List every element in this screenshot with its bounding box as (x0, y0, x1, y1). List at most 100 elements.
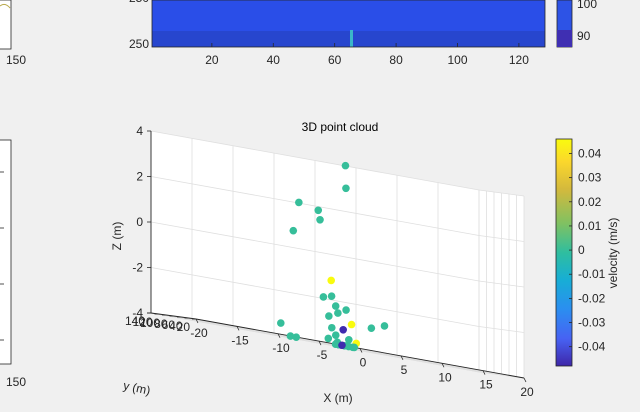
cbar-tick--0.01: -0.01 (578, 267, 606, 281)
x-tick--5: -5 (317, 348, 328, 362)
axes-grid (150, 130, 525, 379)
y-axis-label: y (m) (122, 378, 152, 397)
bottom-left-plot-area (0, 139, 12, 365)
scatter-point-11 (325, 312, 333, 320)
axes-tick-labels: -20-15-10-50510152020406080100120140-4-2… (125, 124, 534, 399)
scatter-point-19 (345, 336, 353, 344)
heatmap-cbar-tick-100: 100 (577, 0, 597, 11)
scatter-point-4 (341, 161, 350, 170)
x-tick-15: 15 (479, 378, 493, 392)
cbar-tick-0: 0 (578, 243, 585, 257)
z-tick-4: 4 (136, 124, 143, 138)
heatmap-xtick-40: 40 (267, 53, 281, 67)
heatmap-ytick-250: 250 (129, 37, 149, 51)
scatter-point-12 (342, 306, 350, 314)
z-tick--2: -2 (132, 261, 143, 275)
colorbar-label: velocity (m/s) (606, 218, 620, 289)
grid-z-side (478, 235, 525, 242)
grid-z-side (478, 326, 525, 333)
scatter-point-18 (277, 319, 285, 327)
x-tick--5-mark (318, 340, 322, 346)
heatmap-spike (350, 30, 353, 47)
grid-z-side (478, 280, 525, 288)
x-tick-0: 0 (360, 356, 367, 370)
scatter-point-0 (295, 198, 303, 207)
velocity-colorbar: 0.04 0.03 0.02 0.01 0 -0.01 -0.02 -0.03 -0.04 ve… (555, 138, 620, 367)
heatmap-xtick-60: 60 (328, 53, 342, 67)
y-tick-20: 20 (177, 320, 191, 334)
scatter-point-33 (338, 341, 346, 350)
scatter-point-29 (286, 332, 295, 340)
z-axis-label: Z (m) (110, 222, 124, 251)
cbar-tick-0.01: 0.01 (578, 219, 602, 233)
x-tick--20-mark (195, 318, 199, 324)
scatter-point-5 (342, 184, 350, 193)
grid-z-back (150, 130, 480, 191)
heatmap-ytick-clipped: 250 (129, 0, 149, 5)
x-tick--15-mark (236, 326, 240, 331)
x-tick-15-mark (482, 370, 486, 375)
x-tick--15: -15 (231, 333, 249, 347)
cbar-tick--0.04: -0.04 (578, 340, 606, 354)
cbar-tick-0.02: 0.02 (578, 195, 602, 209)
heatmap-xtick-100: 100 (447, 53, 467, 67)
heatmap-xtick-120: 120 (509, 53, 529, 67)
point-cloud-title: 3D point cloud (302, 120, 379, 134)
scatter-point-17 (327, 323, 336, 332)
x-tick-5: 5 (401, 363, 408, 377)
scatter-point-28 (344, 342, 353, 351)
heatmap-xticks: 20 40 60 80 100 120 (205, 43, 529, 67)
grid-z-side (478, 189, 525, 197)
y-tick-100: 100 (140, 316, 160, 330)
top-left-partial-axes: 150 (0, 0, 26, 67)
scatter-point-2 (289, 226, 298, 235)
scatter-point-3 (316, 215, 324, 224)
x-tick--10: -10 (272, 341, 290, 355)
x-axis-label: X (m) (323, 391, 352, 405)
y-tick-60: 60 (162, 318, 176, 332)
scatter-point-15 (380, 322, 389, 330)
x-tick-5-mark (400, 355, 404, 361)
heatmap-axes: 20 40 60 80 100 120 250 250 100 90 (129, 0, 597, 67)
heatmap-frame (151, 0, 546, 48)
z-tick-0: 0 (136, 215, 143, 229)
heatmap-dark-band (152, 31, 545, 47)
heatmap-colorbar-low (557, 30, 572, 47)
grid-z-back (150, 312, 480, 373)
point-cloud-axes: -20-15-10-50510152020406080100120140-4-2… (110, 120, 534, 405)
cbar-tick--0.03: -0.03 (578, 316, 606, 330)
top-left-plot-area (0, 0, 12, 50)
scatter-point-1 (314, 206, 323, 215)
heatmap-cbar-tick-90: 90 (577, 29, 591, 43)
cbar-tick--0.02: -0.02 (578, 291, 606, 305)
scatter-point-32 (350, 343, 359, 352)
y-tick-80: 80 (154, 317, 168, 331)
scatter-point-6 (327, 276, 336, 285)
z-tick--4: -4 (132, 306, 143, 320)
velocity-colorbar-ticks: 0.04 0.03 0.02 0.01 0 -0.01 -0.02 -0.03 -0.04 (569, 146, 606, 354)
bottom-left-xtick: 150 (6, 375, 26, 389)
bottom-left-partial-axes: 150 (0, 139, 26, 389)
scatter-point-7 (327, 292, 336, 300)
top-left-xtick: 150 (6, 53, 26, 67)
x-tick-0-mark (359, 348, 363, 353)
y-tick-140: 140 (125, 314, 145, 328)
scatter-point-10 (334, 309, 342, 317)
heatmap-xtick-20: 20 (205, 53, 219, 67)
heatmap-xtick-80: 80 (389, 53, 403, 67)
x-tick-20-mark (523, 377, 527, 383)
x-tick-20: 20 (520, 385, 534, 399)
scatter-points (277, 161, 389, 352)
x-tick--20: -20 (190, 326, 208, 340)
grid-z-back (150, 221, 480, 282)
scatter-point-21 (324, 334, 333, 343)
cbar-tick-0.03: 0.03 (578, 171, 602, 185)
bottom-left-ticks (0, 171, 4, 341)
scatter-point-24 (292, 333, 301, 341)
scatter-point-13 (347, 320, 356, 329)
velocity-colorbar-bar (555, 138, 573, 367)
y-tick-120: 120 (132, 315, 152, 329)
cbar-tick-0.04: 0.04 (578, 146, 602, 160)
grid-z-back (150, 267, 480, 327)
